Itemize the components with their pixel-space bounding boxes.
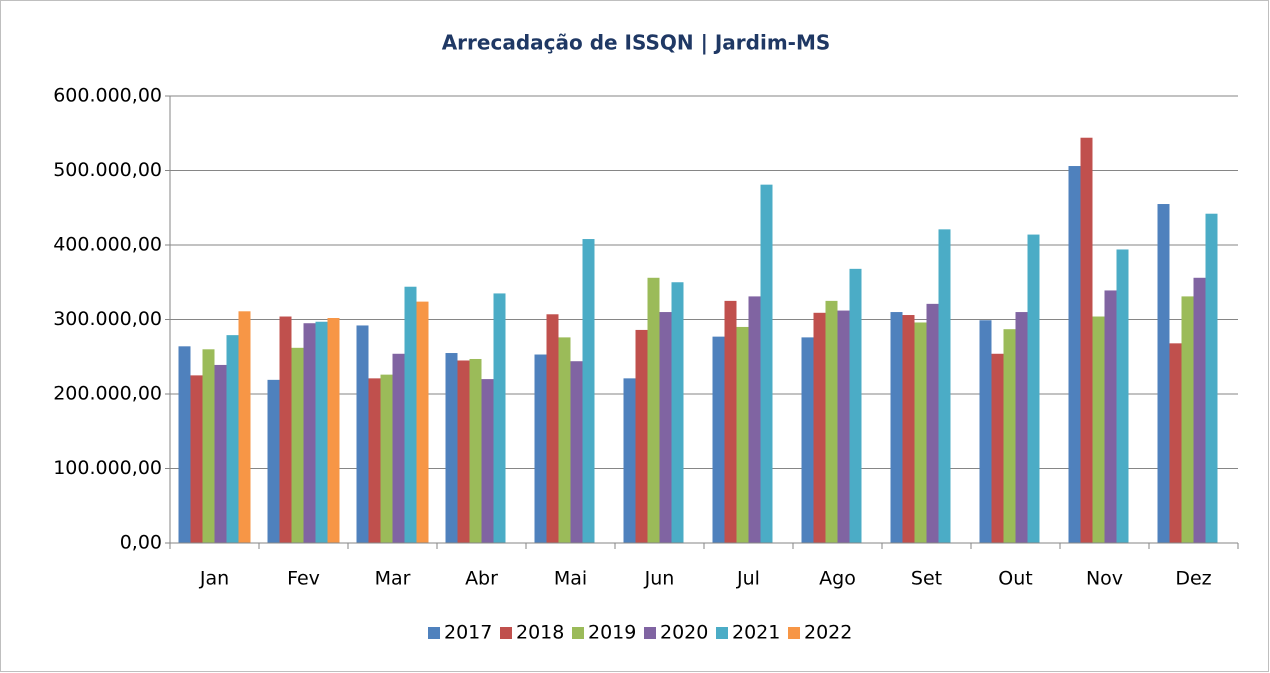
x-tick-label: Jan	[199, 568, 229, 590]
bar	[1092, 316, 1105, 543]
bar	[380, 374, 393, 543]
bar	[647, 277, 660, 543]
bar	[979, 320, 992, 543]
bar	[327, 318, 340, 543]
bar	[315, 321, 328, 543]
bar	[1116, 249, 1129, 543]
bar	[623, 378, 636, 543]
bar	[926, 303, 939, 543]
bar	[902, 315, 915, 543]
bar	[801, 337, 814, 543]
bar	[1104, 290, 1117, 543]
x-tick-label: Mar	[375, 568, 411, 590]
bar	[582, 239, 595, 544]
y-tick-label: 100.000,00	[53, 457, 162, 479]
y-tick-label: 300.000,00	[53, 308, 162, 330]
bar	[1027, 234, 1040, 543]
bar	[1205, 213, 1218, 543]
bar	[736, 326, 749, 543]
x-tick-label: Fev	[287, 568, 320, 590]
bar	[457, 360, 470, 543]
bar	[635, 329, 648, 543]
bar	[825, 300, 838, 543]
bar	[991, 353, 1004, 543]
legend-swatch	[716, 627, 728, 639]
bar	[445, 353, 458, 543]
bar	[1181, 296, 1194, 543]
bar	[190, 375, 203, 543]
bar	[914, 322, 927, 543]
x-tick-label: Abr	[465, 568, 498, 590]
bar	[279, 316, 292, 543]
bar	[226, 335, 239, 543]
bar	[849, 268, 862, 543]
bar	[416, 301, 429, 543]
legend-label: 2017	[444, 622, 492, 644]
x-tick-label: Jul	[736, 568, 760, 590]
x-tick-label: Mai	[554, 568, 587, 590]
bar	[1015, 312, 1028, 543]
bar	[356, 325, 369, 543]
legend-swatch	[644, 627, 656, 639]
bar	[570, 361, 583, 543]
bar	[659, 312, 672, 543]
bar	[291, 347, 304, 543]
bar	[404, 286, 417, 543]
bar	[671, 282, 684, 543]
y-tick-label: 600.000,00	[53, 85, 162, 107]
x-tick-label: Ago	[819, 568, 856, 590]
bar	[214, 364, 227, 543]
bar	[1193, 277, 1206, 543]
x-tick-label: Jun	[644, 568, 675, 590]
bar	[493, 293, 506, 543]
bar	[890, 312, 903, 543]
bar	[712, 336, 725, 543]
bar	[558, 337, 571, 543]
legend-swatch	[788, 627, 800, 639]
x-tick-label: Dez	[1175, 568, 1211, 590]
legend-swatch	[500, 627, 512, 639]
y-tick-label: 200.000,00	[53, 383, 162, 405]
bar	[546, 314, 559, 543]
bar	[267, 379, 280, 543]
legend-label: 2021	[732, 622, 780, 644]
bar	[202, 349, 215, 543]
y-tick-label: 0,00	[120, 532, 162, 554]
bar	[303, 323, 316, 543]
bar	[1003, 329, 1016, 543]
bar	[1169, 343, 1182, 543]
legend-label: 2019	[588, 622, 636, 644]
legend-label: 2022	[804, 622, 852, 644]
y-tick-label: 400.000,00	[53, 234, 162, 256]
bar	[469, 358, 482, 543]
legend-label: 2018	[516, 622, 564, 644]
y-tick-label: 500.000,00	[53, 159, 162, 181]
bar	[368, 378, 381, 543]
bar	[1080, 137, 1093, 543]
bar	[1157, 204, 1170, 543]
legend-label: 2020	[660, 622, 708, 644]
bar	[748, 296, 761, 543]
bar	[813, 312, 826, 543]
bar	[178, 346, 191, 543]
bar	[392, 353, 405, 543]
bar	[837, 310, 850, 543]
x-tick-label: Out	[998, 568, 1032, 590]
bar	[724, 300, 737, 543]
bar	[760, 184, 773, 543]
legend-swatch	[428, 627, 440, 639]
legend-swatch	[572, 627, 584, 639]
bar	[481, 379, 494, 543]
bar	[534, 354, 547, 543]
x-tick-label: Set	[911, 568, 942, 590]
bar	[238, 311, 251, 543]
chart-title: Arrecadação de ISSQN | Jardim-MS	[442, 31, 831, 55]
bar	[1068, 166, 1081, 543]
x-tick-label: Nov	[1086, 568, 1123, 590]
bar	[938, 229, 951, 544]
